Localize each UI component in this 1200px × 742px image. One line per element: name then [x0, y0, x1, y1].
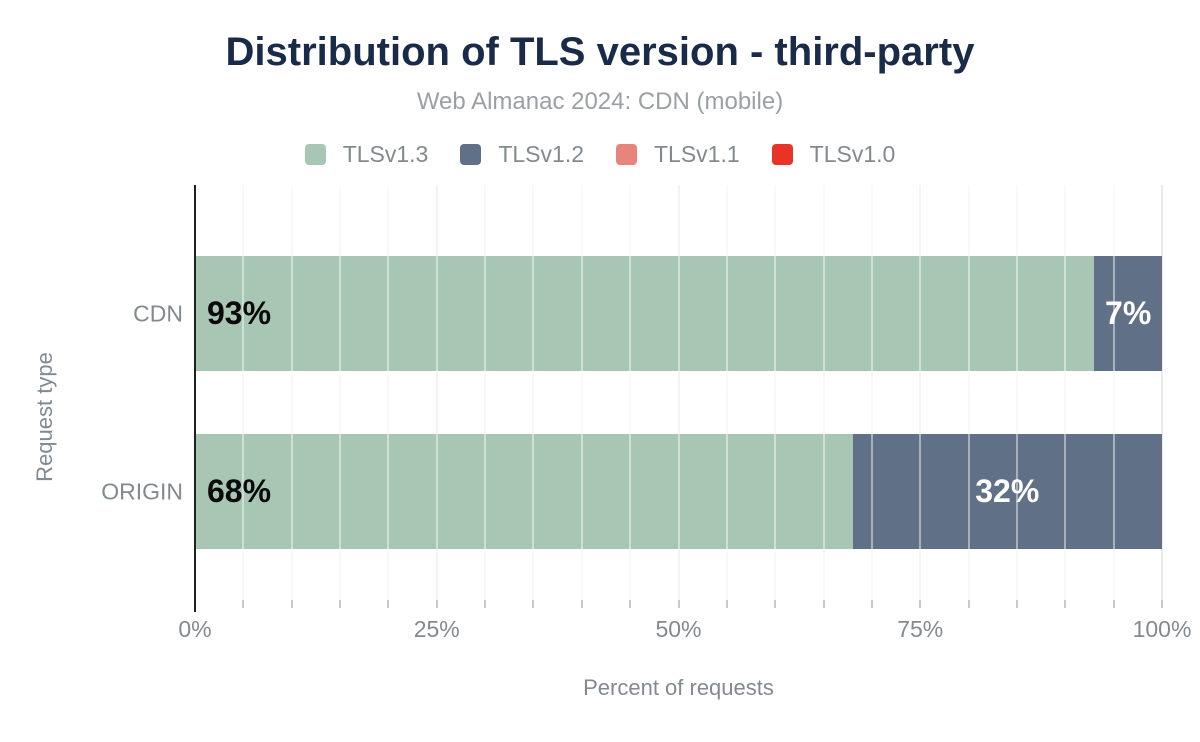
- bar-segment-origin-tlsv1.2[interactable]: 32%: [852, 434, 1162, 549]
- gridline-40: [580, 185, 583, 600]
- x-tick-label-50: 50%: [655, 616, 702, 642]
- legend-swatch-tlsv1.0: [771, 144, 793, 165]
- category-label-cdn: CDN: [133, 300, 183, 326]
- gridline-25: [435, 185, 438, 600]
- gridline-overlay-80: [967, 185, 970, 600]
- gridline-50: [677, 185, 680, 600]
- x-tick-label-75: 75%: [897, 616, 944, 642]
- bar-origin: 68% 32%: [195, 434, 1162, 549]
- gridline-overlay-25: [435, 185, 438, 600]
- gridline-overlay-60: [774, 185, 777, 600]
- x-tick-label-25: 25%: [413, 616, 460, 642]
- gridline-60: [774, 185, 777, 600]
- x-tick-label-100: 100%: [1132, 616, 1192, 642]
- x-axis-tick-75: [919, 600, 922, 608]
- gridline-5: [242, 185, 245, 600]
- gridline-overlay-85: [1015, 185, 1018, 600]
- gridline-overlay-30: [484, 185, 487, 600]
- x-axis-tick-80: [967, 600, 970, 608]
- gridline-overlay-70: [870, 185, 873, 600]
- bar-cdn: 93% 7%: [195, 256, 1162, 371]
- legend-item-label: TLSv1.3: [342, 141, 429, 167]
- x-axis-tick-55: [725, 600, 728, 608]
- x-axis-tick-85: [1015, 600, 1018, 608]
- legend-item-label: TLSv1.2: [498, 141, 584, 167]
- gridline-overlay-90: [1064, 185, 1067, 600]
- gridline-15: [339, 185, 342, 600]
- gridline-overlay-50: [677, 185, 680, 600]
- x-axis-title: Percent of requests: [583, 675, 774, 700]
- x-axis-tick-45: [629, 600, 632, 608]
- gridline-overlay-55: [725, 185, 728, 600]
- x-axis-tick-100: [1161, 600, 1163, 608]
- x-axis-tick-90: [1064, 600, 1067, 608]
- x-axis-tick-15: [339, 600, 342, 608]
- y-axis-title: Request type: [32, 352, 57, 482]
- x-axis-tick-30: [484, 600, 487, 608]
- x-axis-tick-35: [532, 600, 535, 608]
- gridline-overlay-15: [339, 185, 342, 600]
- x-axis-tick-50: [677, 600, 680, 608]
- x-axis-tick-60: [774, 600, 777, 608]
- x-axis-tick-5: [242, 600, 245, 608]
- gridline-overlay-95: [1112, 185, 1115, 600]
- chart-title: Distribution of TLS version - third-part…: [225, 30, 975, 74]
- gridline-80: [967, 185, 970, 600]
- bar-value-label: 93%: [207, 295, 272, 331]
- gridline-overlay-20: [387, 185, 390, 600]
- x-axis-tick-10: [290, 600, 293, 608]
- plot-area: 93% 7% 68% 32%: [194, 185, 1163, 612]
- gridline-70: [870, 185, 873, 600]
- chart-subtitle: Web Almanac 2024: CDN (mobile): [416, 88, 784, 115]
- bar-value-label: 32%: [975, 473, 1040, 509]
- legend-item-label: TLSv1.1: [654, 141, 740, 167]
- legend-item-tlsv1.1[interactable]: TLSv1.1: [616, 141, 740, 168]
- legend-item-tlsv1.3[interactable]: TLSv1.3: [304, 141, 429, 168]
- bar-value-label: 7%: [1105, 295, 1152, 331]
- gridline-35: [532, 185, 535, 600]
- legend-swatch-tlsv1.1: [616, 144, 637, 165]
- gridline-overlay-35: [532, 185, 535, 600]
- bar-segment-origin-tlsv1.3[interactable]: 68%: [195, 434, 853, 549]
- gridline-75: [919, 185, 922, 600]
- x-axis-tick-25: [435, 600, 438, 608]
- x-tick-label-0: 0%: [178, 616, 212, 642]
- gridline-20: [387, 185, 390, 600]
- y-axis-line: [194, 185, 196, 612]
- gridline-45: [629, 185, 632, 600]
- gridline-55: [725, 185, 728, 600]
- category-label-origin: ORIGIN: [101, 478, 183, 504]
- gridline-overlay-65: [822, 185, 825, 600]
- legend-swatch-tlsv1.3: [304, 144, 326, 165]
- x-axis-tick-95: [1112, 600, 1115, 608]
- legend-swatch-tlsv1.2: [460, 144, 482, 165]
- gridline-overlay-75: [919, 185, 922, 600]
- gridline-85: [1015, 185, 1018, 600]
- legend: TLSv1.3 TLSv1.2 TLSv1.1 TLSv1.0: [0, 141, 1200, 168]
- x-axis-tick-20: [387, 600, 390, 608]
- x-axis-tick-70: [870, 600, 873, 608]
- gridline-overlay-5: [242, 185, 245, 600]
- gridline-overlay-40: [580, 185, 583, 600]
- gridline-10: [290, 185, 293, 600]
- gridline-90: [1064, 185, 1067, 600]
- x-axis-tick-40: [580, 600, 583, 608]
- x-axis-tick-65: [822, 600, 825, 608]
- bar-segment-cdn-tlsv1.2[interactable]: 7%: [1094, 256, 1162, 371]
- gridline-30: [484, 185, 487, 600]
- legend-item-tlsv1.0[interactable]: TLSv1.0: [771, 141, 896, 168]
- gridline-65: [822, 185, 825, 600]
- bar-value-label: 68%: [207, 473, 272, 509]
- gridline-overlay-10: [290, 185, 293, 600]
- legend-item-label: TLSv1.0: [809, 141, 896, 167]
- legend-item-tlsv1.2[interactable]: TLSv1.2: [460, 141, 584, 168]
- bar-segment-cdn-tlsv1.3[interactable]: 93%: [195, 256, 1095, 371]
- gridline-95: [1112, 185, 1115, 600]
- gridline-100: [1161, 185, 1163, 600]
- gridline-overlay-45: [629, 185, 632, 600]
